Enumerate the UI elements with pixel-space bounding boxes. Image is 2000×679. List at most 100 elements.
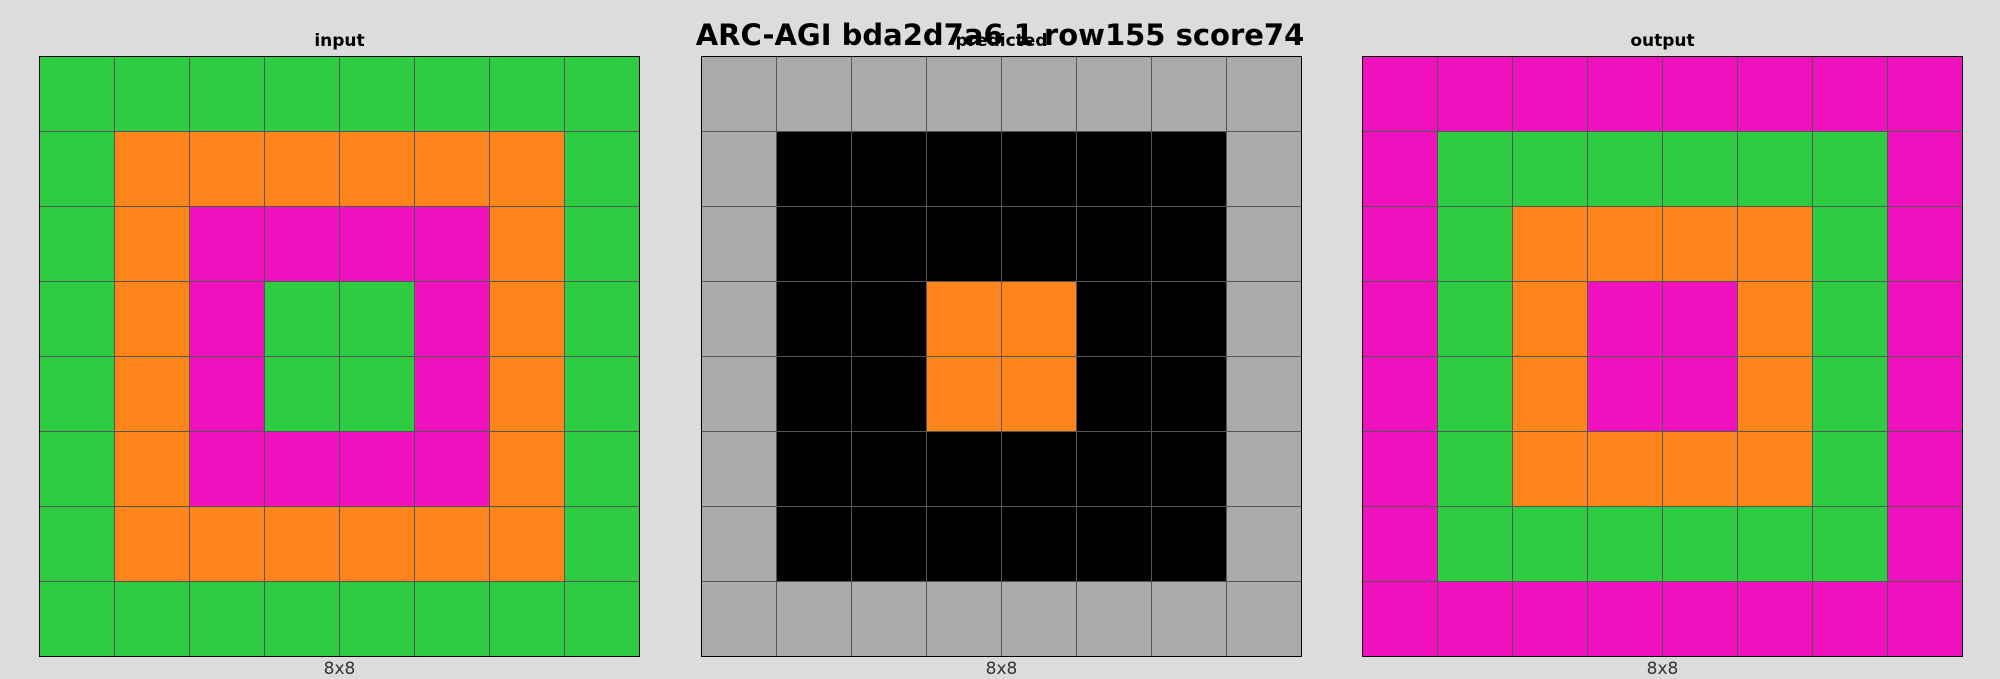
grid-cell <box>1738 357 1812 431</box>
input-panel: input 8x8 <box>39 0 640 679</box>
grid-cell <box>1227 507 1301 581</box>
grid-cell <box>777 282 851 356</box>
grid-cell <box>927 132 1001 206</box>
grid-cell <box>1438 132 1512 206</box>
input-grid-size: 8x8 <box>323 659 356 679</box>
grid-cell <box>40 132 114 206</box>
grid-cell <box>1663 57 1737 131</box>
grid-cell <box>1738 282 1812 356</box>
grid-cell <box>1002 507 1076 581</box>
grid-cell <box>1077 357 1151 431</box>
grid-cell <box>1813 582 1887 656</box>
grid-cell <box>40 507 114 581</box>
grid-cell <box>340 132 414 206</box>
grid-cell <box>1513 507 1587 581</box>
grid-cell <box>777 57 851 131</box>
grid-cell <box>115 207 189 281</box>
grid-cell <box>1738 57 1812 131</box>
grid-cell <box>1738 432 1812 506</box>
grid-cell <box>1002 132 1076 206</box>
grid-cell <box>852 57 926 131</box>
grid-cell <box>1363 132 1437 206</box>
grid-cell <box>927 507 1001 581</box>
grid-cell <box>265 132 339 206</box>
grid-cell <box>1077 432 1151 506</box>
grid-cell <box>1663 282 1737 356</box>
grid-cell <box>1888 582 1962 656</box>
grid-cell <box>1738 507 1812 581</box>
grid-cell <box>1152 57 1226 131</box>
grid-cell <box>1363 57 1437 131</box>
grid-cell <box>1077 57 1151 131</box>
input-grid <box>39 56 640 657</box>
grid-cell <box>1077 582 1151 656</box>
predicted-grid-size: 8x8 <box>985 659 1018 679</box>
predicted-grid <box>701 56 1302 657</box>
output-grid <box>1362 56 1963 657</box>
input-panel-title: input <box>314 31 365 51</box>
grid-cell <box>40 207 114 281</box>
grid-cell <box>490 507 564 581</box>
grid-cell <box>115 507 189 581</box>
grid-cell <box>702 282 776 356</box>
grid-cell <box>1663 432 1737 506</box>
grid-cell <box>190 357 264 431</box>
grid-cell <box>1813 282 1887 356</box>
grid-cell <box>1002 357 1076 431</box>
grid-cell <box>1588 132 1662 206</box>
grid-cell <box>1227 432 1301 506</box>
grid-cell <box>40 432 114 506</box>
grid-cell <box>852 507 926 581</box>
grid-cell <box>1738 207 1812 281</box>
output-grid-size: 8x8 <box>1646 659 1679 679</box>
grid-cell <box>1888 132 1962 206</box>
grid-cell <box>1363 582 1437 656</box>
grid-cell <box>1152 432 1226 506</box>
grid-cell <box>1002 207 1076 281</box>
grid-cell <box>340 432 414 506</box>
grid-cell <box>1227 357 1301 431</box>
grid-cell <box>415 57 489 131</box>
grid-cell <box>265 282 339 356</box>
grid-cell <box>415 207 489 281</box>
grid-cell <box>852 582 926 656</box>
grid-cell <box>115 132 189 206</box>
grid-cell <box>190 507 264 581</box>
grid-cell <box>777 507 851 581</box>
grid-cell <box>1813 57 1887 131</box>
grid-cell <box>565 207 639 281</box>
grid-cell <box>190 582 264 656</box>
grid-cell <box>1888 207 1962 281</box>
grid-cell <box>702 57 776 131</box>
grid-cell <box>1663 132 1737 206</box>
grid-cell <box>852 282 926 356</box>
grid-cell <box>415 282 489 356</box>
grid-cell <box>415 357 489 431</box>
grid-cell <box>1813 357 1887 431</box>
grid-cell <box>190 57 264 131</box>
grid-cell <box>1888 282 1962 356</box>
grid-cell <box>1813 432 1887 506</box>
predicted-panel: predicted 8x8 <box>701 0 1302 679</box>
grid-cell <box>490 582 564 656</box>
grid-cell <box>927 582 1001 656</box>
grid-cell <box>927 432 1001 506</box>
grid-cell <box>1002 432 1076 506</box>
grid-cell <box>415 507 489 581</box>
grid-cell <box>1888 507 1962 581</box>
grid-cell <box>1588 282 1662 356</box>
grid-cell <box>115 582 189 656</box>
grid-cell <box>1363 432 1437 506</box>
grid-cell <box>40 282 114 356</box>
grid-cell <box>852 357 926 431</box>
grid-cell <box>1513 432 1587 506</box>
grid-cell <box>1438 357 1512 431</box>
grid-cell <box>1077 507 1151 581</box>
output-panel: output 8x8 <box>1362 0 1963 679</box>
grid-cell <box>1363 357 1437 431</box>
grid-cell <box>1438 282 1512 356</box>
grid-cell <box>265 57 339 131</box>
grid-cell <box>1227 57 1301 131</box>
grid-cell <box>1002 282 1076 356</box>
grid-cell <box>265 432 339 506</box>
